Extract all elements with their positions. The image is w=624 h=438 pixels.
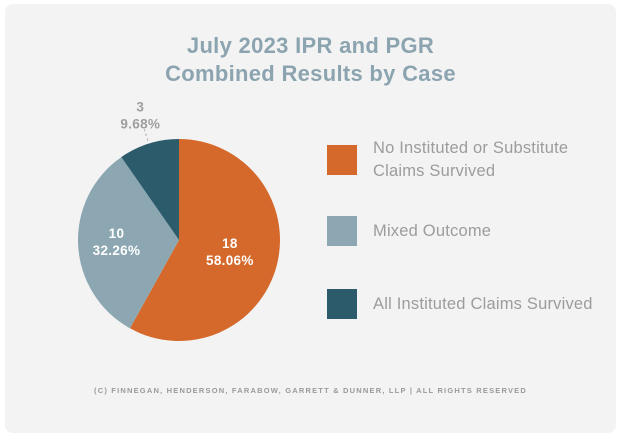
legend: No Instituted or Substitute Claims Survi…	[5, 4, 616, 433]
legend-item-no-instituted: No Instituted or Substitute Claims Survi…	[327, 137, 613, 183]
legend-swatch-slate	[327, 216, 357, 246]
chart-title-line1: July 2023 IPR and PGR	[186, 33, 435, 58]
pie-slice-label-1: 10 32.26%	[93, 226, 141, 258]
legend-label: Mixed Outcome	[373, 221, 492, 240]
legend-item-all-instituted: All Instituted Claims Survived	[327, 289, 613, 319]
pie-slice-2	[121, 139, 179, 240]
pie-slice-label-2: 3 9.68%	[120, 100, 160, 132]
chart-title-line2: Combined Results by Case	[165, 61, 456, 86]
legend-label: All Instituted Claims Survived	[373, 294, 593, 313]
pie-chart: 18 58.06% 10 32.26% 3 9.68%	[77, 100, 280, 341]
legend-swatch-orange	[327, 145, 357, 175]
chart-title: July 2023 IPR and PGR Combined Results b…	[5, 32, 616, 88]
pie-slice-1	[77, 157, 179, 329]
chart-card: July 2023 IPR and PGR Combined Results b…	[5, 4, 616, 433]
legend-item-mixed-outcome: Mixed Outcome	[327, 216, 613, 246]
pie-slice-label-0: 18 58.06%	[206, 236, 254, 268]
legend-swatch-teal	[327, 289, 357, 319]
label-leader-line	[143, 129, 149, 141]
copyright-text: (C) FINNEGAN, HENDERSON, FARABOW, GARRET…	[94, 386, 527, 395]
legend-label: No Instituted or Substitute Claims Survi…	[373, 139, 569, 180]
pie-slice-0	[129, 139, 280, 341]
